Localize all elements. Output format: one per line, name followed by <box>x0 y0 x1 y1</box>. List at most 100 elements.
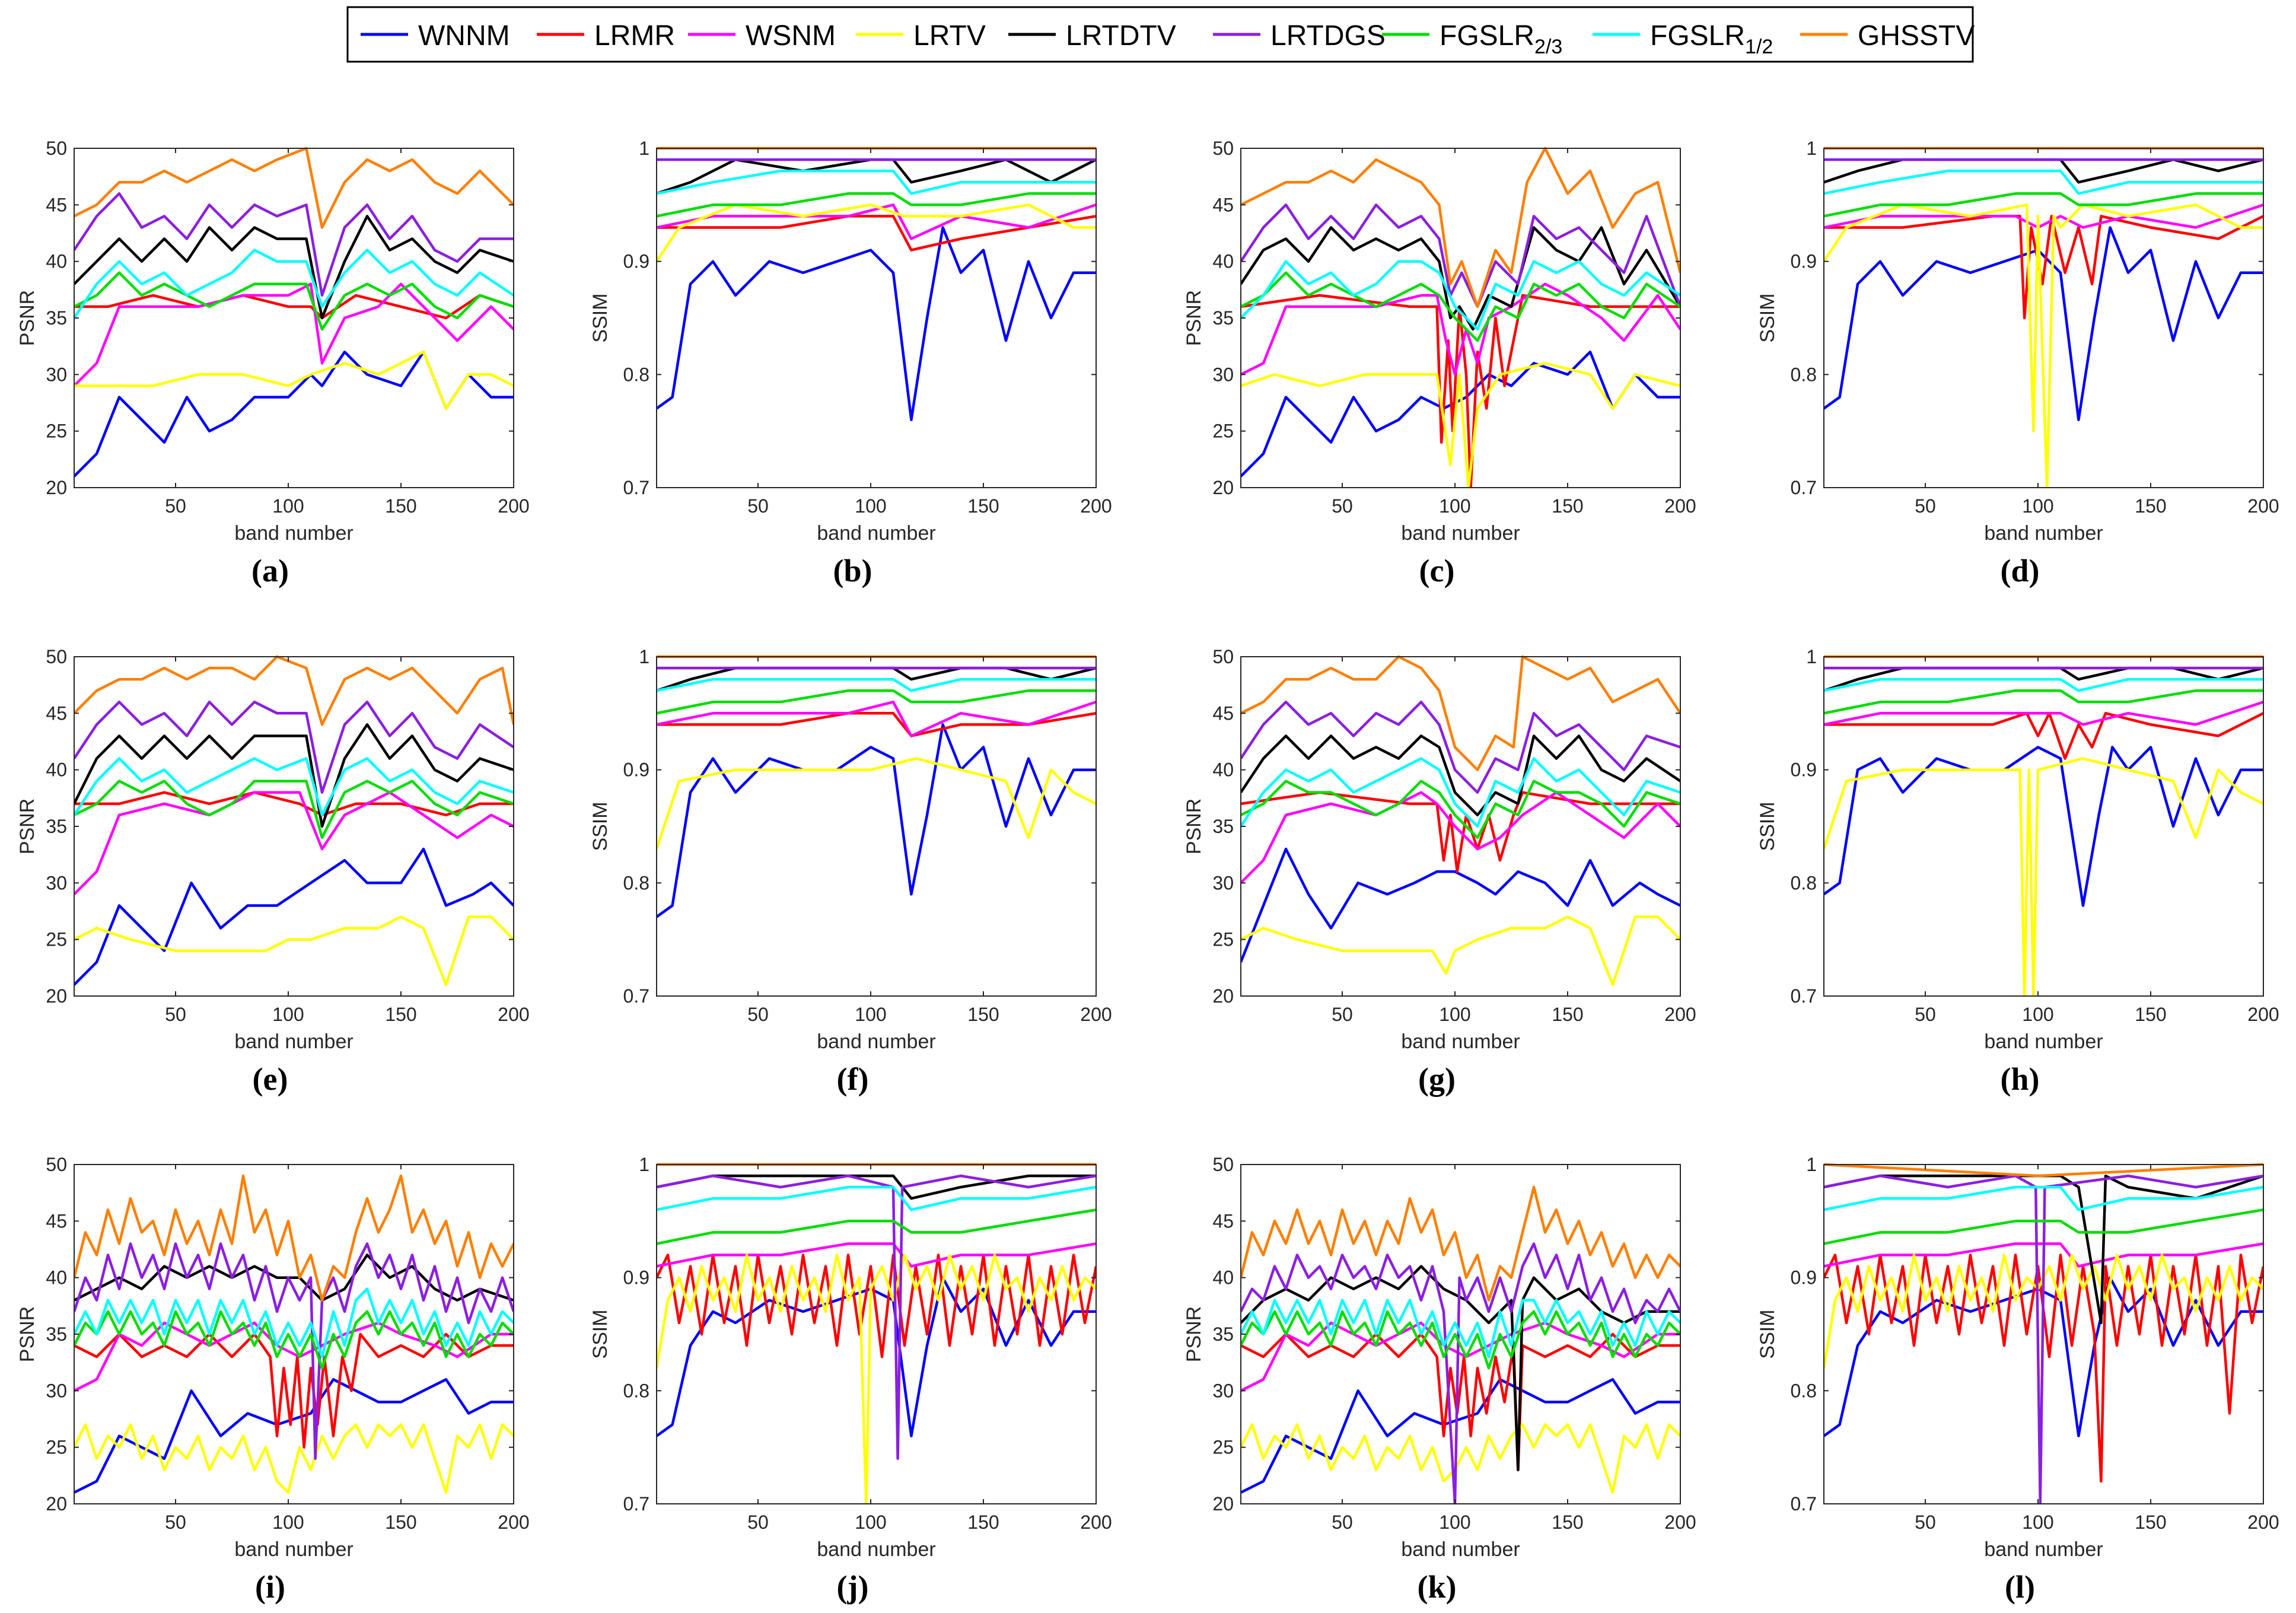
y-tick-label: 0.8 <box>623 872 649 893</box>
x-axis-label: band number <box>1401 1030 1520 1053</box>
series-line <box>74 723 514 828</box>
legend-item: FGSLR2/3 <box>1382 20 1562 58</box>
x-axis-label: band number <box>1984 522 2103 545</box>
y-tick-label: 30 <box>1212 872 1234 893</box>
axes-frame <box>1823 148 2264 488</box>
y-tick-label: 50 <box>1212 646 1234 667</box>
series-line <box>74 147 514 229</box>
y-axis-label: PSNR <box>16 1306 39 1362</box>
series-line <box>74 192 514 297</box>
x-tick-label: 150 <box>967 1004 999 1025</box>
x-tick-label: 150 <box>2135 1004 2166 1025</box>
y-tick-label: 35 <box>46 307 67 329</box>
series-line <box>1824 757 2263 996</box>
x-tick-label: 200 <box>1664 495 1696 517</box>
y-tick-label: 0.7 <box>1791 477 1817 498</box>
y-tick-label: 50 <box>46 138 67 159</box>
series-group <box>1241 655 1680 987</box>
x-axis-label: band number <box>817 1030 935 1053</box>
y-tick-label: 30 <box>1212 1380 1234 1401</box>
panel-label: (a) <box>251 553 289 588</box>
chart-panel: 20 25 30 35 40 45 50 50 100 150 200 band number PSNR… <box>16 1154 530 1605</box>
panel-label: (h) <box>2001 1061 2040 1097</box>
x-tick-label: 150 <box>967 1512 999 1533</box>
y-tick-label: 0.9 <box>623 1267 649 1289</box>
y-tick-label: 25 <box>1212 929 1234 950</box>
legend-item: WSNM <box>688 20 836 52</box>
series-line <box>657 203 1096 262</box>
y-tick-label: 1 <box>639 646 649 667</box>
series-group <box>1824 1163 2263 1504</box>
series-line <box>74 847 514 986</box>
x-axis-label: band number <box>234 1538 353 1561</box>
y-tick-label: 40 <box>1212 251 1234 272</box>
y-tick-label: 25 <box>1212 421 1234 442</box>
y-tick-label: 0.8 <box>1791 364 1817 385</box>
series-line <box>657 192 1096 218</box>
plot-area <box>1824 657 2263 996</box>
legend-box <box>346 6 1974 63</box>
series-line <box>1824 746 2263 907</box>
panel-label: (b) <box>833 553 872 588</box>
series-line <box>1824 1254 2263 1483</box>
axes-frame <box>1823 1164 2264 1504</box>
y-tick-label: 0.7 <box>623 1493 649 1515</box>
x-tick-label: 100 <box>855 495 886 517</box>
series-line <box>74 757 514 817</box>
series-line <box>1824 1174 2263 1325</box>
x-axis-label: band number <box>1401 1538 1520 1561</box>
series-line <box>1241 780 1680 839</box>
x-tick-label: 200 <box>1664 1004 1696 1025</box>
x-tick-label: 200 <box>2247 495 2279 517</box>
panel-label: (e) <box>253 1061 288 1097</box>
x-tick-label: 50 <box>165 1004 186 1025</box>
series-line <box>1241 147 1680 308</box>
plot-area <box>74 657 514 996</box>
series-line <box>1241 757 1680 828</box>
legend-label: WSNM <box>746 20 836 52</box>
y-tick-label: 20 <box>1212 985 1234 1007</box>
y-axis-label: PSNR <box>16 290 39 346</box>
x-tick-label: 200 <box>1080 1512 1112 1533</box>
y-tick-label: 35 <box>1212 307 1234 329</box>
series-line <box>74 215 514 320</box>
y-tick-label: 35 <box>46 1324 67 1345</box>
series-line <box>74 1378 514 1494</box>
x-tick-label: 50 <box>1332 1512 1353 1533</box>
y-tick-label: 0.9 <box>1791 1267 1817 1289</box>
legend-label: LRTDGS <box>1270 20 1386 52</box>
series-line <box>74 791 514 895</box>
y-tick-label: 1 <box>639 138 649 159</box>
legend-item: WNNM <box>361 20 510 52</box>
series-line <box>657 723 1096 918</box>
x-tick-label: 150 <box>385 1004 416 1025</box>
series-line <box>74 701 514 794</box>
series-line <box>657 1174 1096 1200</box>
series-line <box>657 689 1096 715</box>
series-line <box>657 203 1096 240</box>
series-line <box>1241 203 1680 308</box>
y-tick-label: 45 <box>46 194 67 215</box>
series-line <box>657 677 1096 692</box>
y-tick-label: 25 <box>1212 1437 1234 1458</box>
y-axis-label: PSNR <box>1183 290 1205 346</box>
legend-label: GHSSTV <box>1858 20 1975 52</box>
x-tick-label: 100 <box>1439 1512 1470 1533</box>
series-group <box>1241 147 1680 488</box>
x-tick-label: 200 <box>1080 1004 1112 1025</box>
x-tick-label: 150 <box>385 1512 416 1533</box>
legend-label: FGSLR2/3 <box>1440 20 1562 58</box>
series-line <box>657 1208 1096 1245</box>
chart-panel: 20 25 30 35 40 45 50 50 100 150 200 band number PSNR… <box>1183 646 1696 1097</box>
series-line <box>1241 226 1680 331</box>
y-tick-label: 20 <box>46 477 67 498</box>
x-tick-label: 200 <box>1664 1512 1696 1533</box>
plot-area <box>74 148 514 488</box>
plot-area <box>657 148 1096 488</box>
y-tick-label: 30 <box>1212 364 1234 385</box>
x-tick-label: 200 <box>498 495 529 517</box>
